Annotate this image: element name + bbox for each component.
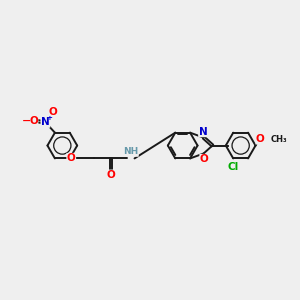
Text: −: − — [22, 116, 32, 126]
Text: Cl: Cl — [228, 162, 239, 172]
Text: N: N — [199, 127, 207, 137]
Text: +: + — [46, 115, 52, 121]
Text: O: O — [29, 116, 38, 126]
Text: NH: NH — [123, 147, 138, 156]
Text: N: N — [41, 117, 50, 127]
Text: O: O — [256, 134, 265, 144]
Text: O: O — [106, 170, 115, 180]
Text: O: O — [67, 153, 76, 164]
Text: O: O — [200, 154, 208, 164]
Text: CH₃: CH₃ — [270, 134, 287, 143]
Text: O: O — [48, 107, 57, 117]
